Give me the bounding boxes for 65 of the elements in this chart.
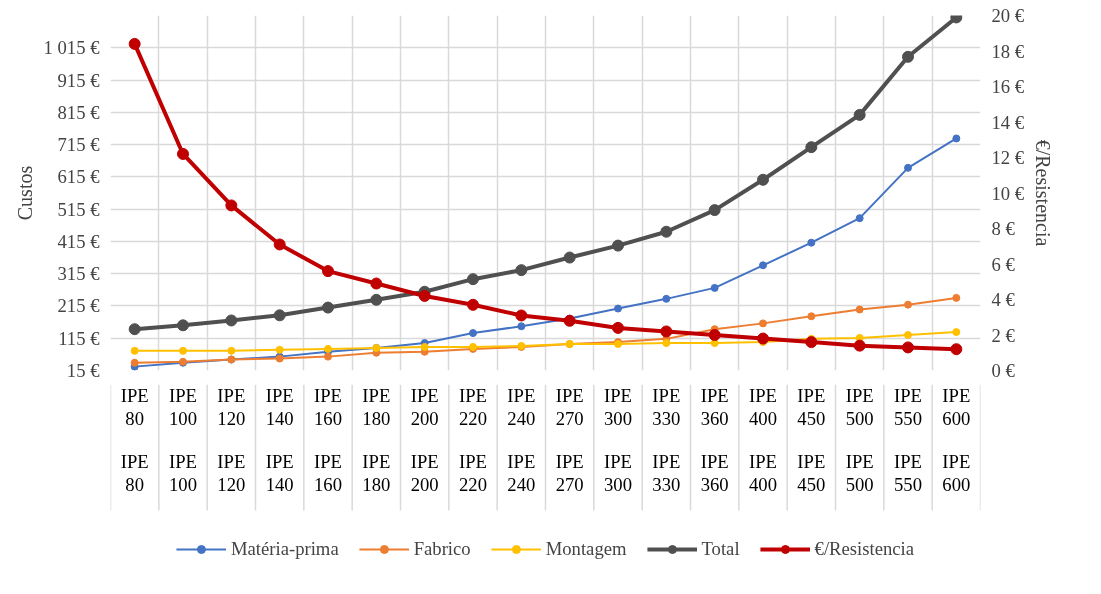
x-tick-label: IPE 600 bbox=[942, 384, 971, 429]
category-label: IPE 140 bbox=[265, 451, 294, 496]
category-label: IPE 180 bbox=[362, 451, 391, 496]
legend-label: €/Resistencia bbox=[814, 538, 915, 560]
y2-tick-label: 16 € bbox=[991, 76, 1025, 97]
legend-label: Fabrico bbox=[413, 538, 471, 560]
legend-label: Total bbox=[701, 538, 740, 560]
category-label: IPE 360 bbox=[700, 451, 729, 496]
x-tick-label: IPE 200 bbox=[410, 384, 439, 429]
y2-tick-label: 0 € bbox=[991, 360, 1016, 381]
y2-tick-label: 4 € bbox=[991, 289, 1016, 310]
category-label: IPE 550 bbox=[894, 451, 922, 496]
y2-tick-label: 14 € bbox=[991, 111, 1025, 133]
category-label: IPE 80 bbox=[120, 451, 149, 496]
x-tick-label: IPE 300 bbox=[604, 384, 632, 429]
y-tick-label: 415 € bbox=[57, 230, 101, 252]
category-label: IPE 120 bbox=[217, 451, 246, 496]
x-tick-label: IPE 450 bbox=[797, 384, 826, 429]
x-tick-label: IPE 140 bbox=[265, 384, 294, 429]
x-tick-label: IPE 330 bbox=[652, 384, 681, 429]
x-tick-label: IPE 180 bbox=[362, 384, 391, 429]
x-tick-label: IPE 400 bbox=[749, 384, 777, 429]
category-label: IPE 220 bbox=[459, 451, 487, 496]
y-tick-label: 715 € bbox=[57, 134, 101, 156]
x-tick-label: IPE 550 bbox=[894, 384, 922, 429]
category-label: IPE 600 bbox=[942, 451, 971, 496]
legend-label: Montagem bbox=[545, 538, 627, 560]
y-tick-label: 315 € bbox=[57, 263, 101, 285]
y2-tick-label: 20 € bbox=[991, 5, 1025, 26]
category-label: IPE 200 bbox=[410, 451, 439, 496]
y-tick-label: 915 € bbox=[57, 69, 101, 91]
x-tick-label: IPE 500 bbox=[845, 384, 874, 429]
category-label: IPE 240 bbox=[507, 451, 536, 496]
y2-tick-label: 8 € bbox=[991, 218, 1016, 239]
x-tick-label: IPE 220 bbox=[459, 384, 487, 429]
category-label: IPE 330 bbox=[652, 451, 681, 496]
y2-tick-label: 6 € bbox=[991, 253, 1016, 275]
x-tick-label: IPE 360 bbox=[700, 384, 729, 429]
x-tick-label: IPE 240 bbox=[507, 384, 536, 429]
x-tick-label: IPE 120 bbox=[217, 384, 246, 429]
y-tick-label: 615 € bbox=[57, 166, 101, 188]
y2-tick-label: 10 € bbox=[991, 182, 1025, 204]
y2-tick-label: 2 € bbox=[991, 324, 1016, 346]
y-tick-label: 115 € bbox=[58, 327, 101, 349]
y2-axis-title: €/Resistencia bbox=[1032, 139, 1055, 247]
category-label: IPE 100 bbox=[169, 451, 197, 496]
x-tick-label: IPE 100 bbox=[169, 384, 197, 429]
category-label: IPE 450 bbox=[797, 451, 826, 496]
y2-tick-label: 18 € bbox=[991, 40, 1025, 62]
x-tick-label: IPE 160 bbox=[314, 384, 342, 429]
category-label: IPE 300 bbox=[604, 451, 632, 496]
y2-tick-label: 12 € bbox=[991, 147, 1025, 168]
category-label: IPE 400 bbox=[749, 451, 777, 496]
category-label: IPE 270 bbox=[555, 451, 584, 496]
y-tick-label: 515 € bbox=[57, 198, 101, 220]
y-tick-label: 815 € bbox=[57, 101, 101, 123]
legend-label: Matéria-prima bbox=[230, 538, 339, 560]
x-tick-label: IPE 80 bbox=[120, 384, 149, 429]
y-tick-label: 215 € bbox=[57, 295, 101, 317]
y-tick-label: 15 € bbox=[66, 360, 101, 381]
x-tick-label: IPE 270 bbox=[555, 384, 584, 429]
category-label: IPE 160 bbox=[314, 451, 342, 496]
category-label: IPE 500 bbox=[845, 451, 874, 496]
y-tick-label: 1 015 € bbox=[43, 37, 101, 59]
y-axis-title: Custos bbox=[13, 165, 36, 221]
